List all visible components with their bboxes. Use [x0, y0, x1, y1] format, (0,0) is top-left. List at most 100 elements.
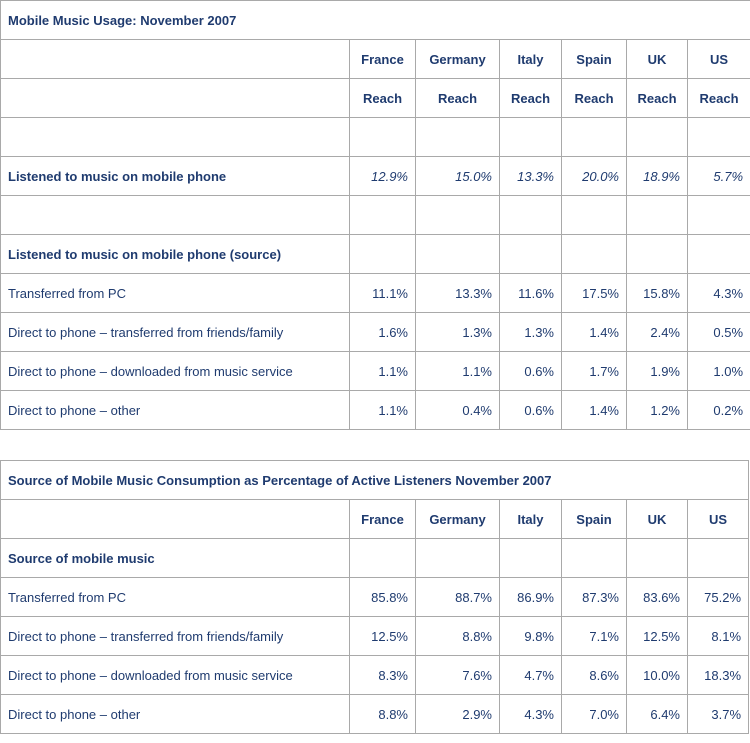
value-cell: 85.8%	[349, 577, 416, 617]
empty-cell	[561, 195, 627, 235]
value-cell: 15.0%	[415, 156, 500, 196]
value-cell: 1.1%	[415, 351, 500, 391]
empty-cell	[415, 234, 500, 274]
row-label: Direct to phone – other	[0, 694, 350, 734]
value-cell: 3.7%	[686, 694, 750, 734]
value-cell: 7.0%	[561, 694, 627, 734]
empty-cell	[349, 117, 416, 157]
value-cell: 7.1%	[561, 616, 627, 656]
empty-cell	[349, 234, 416, 274]
section-heading: Listened to music on mobile phone (sourc…	[0, 234, 350, 274]
country-header: France	[349, 39, 416, 79]
value-cell: 13.3%	[499, 156, 562, 196]
row-label: Direct to phone – transferred from frien…	[0, 616, 350, 656]
table-row: Direct to phone – transferred from frien…	[0, 616, 750, 656]
value-cell: 1.4%	[561, 312, 627, 352]
country-header: Germany	[415, 499, 500, 539]
value-cell: 7.6%	[415, 655, 500, 695]
empty-cell	[626, 234, 688, 274]
empty-cell	[626, 117, 688, 157]
value-cell: 2.9%	[415, 694, 500, 734]
value-cell: 1.2%	[626, 390, 688, 430]
row-label: Listened to music on mobile phone	[0, 156, 350, 196]
value-cell: 1.6%	[349, 312, 416, 352]
country-header: Italy	[499, 39, 562, 79]
table-row: Listened to music on mobile phone 12.9% …	[0, 156, 750, 196]
empty-cell	[0, 499, 350, 539]
value-cell: 11.1%	[349, 273, 416, 313]
value-cell: 6.4%	[626, 694, 688, 734]
empty-cell	[0, 78, 350, 118]
empty-cell	[686, 117, 750, 157]
value-cell: 17.5%	[561, 273, 627, 313]
reach-subheader: Reach	[415, 78, 500, 118]
value-cell: 83.6%	[626, 577, 688, 617]
empty-cell	[626, 195, 688, 235]
value-cell: 18.9%	[626, 156, 688, 196]
empty-cell	[349, 538, 416, 578]
table-row: Direct to phone – other 1.1% 0.4% 0.6% 1…	[0, 390, 750, 430]
value-cell: 4.7%	[499, 655, 562, 695]
value-cell: 1.9%	[626, 351, 688, 391]
reach-subheader: Reach	[499, 78, 562, 118]
value-cell: 9.8%	[499, 616, 562, 656]
value-cell: 8.3%	[349, 655, 416, 695]
value-cell: 2.4%	[626, 312, 688, 352]
row-label: Transferred from PC	[0, 577, 350, 617]
value-cell: 1.1%	[349, 351, 416, 391]
value-cell: 12.9%	[349, 156, 416, 196]
empty-cell	[686, 195, 750, 235]
empty-cell	[0, 117, 350, 157]
value-cell: 0.6%	[499, 351, 562, 391]
consumption-table-title: Source of Mobile Music Consumption as Pe…	[0, 460, 750, 500]
usage-table-title: Mobile Music Usage: November 2007	[0, 0, 750, 40]
empty-cell	[686, 234, 750, 274]
row-label: Direct to phone – other	[0, 390, 350, 430]
table-row: Direct to phone – transferred from frien…	[0, 312, 750, 352]
row-label: Direct to phone – downloaded from music …	[0, 655, 350, 695]
music-consumption-source-table: Source of Mobile Music Consumption as Pe…	[0, 460, 750, 734]
row-label: Direct to phone – downloaded from music …	[0, 351, 350, 391]
empty-cell	[561, 117, 627, 157]
row-label: Transferred from PC	[0, 273, 350, 313]
country-header: Spain	[561, 499, 627, 539]
value-cell: 12.5%	[349, 616, 416, 656]
country-header: UK	[626, 39, 688, 79]
country-header: Spain	[561, 39, 627, 79]
value-cell: 0.5%	[686, 312, 750, 352]
value-cell: 1.0%	[686, 351, 750, 391]
value-cell: 1.1%	[349, 390, 416, 430]
table-row: Transferred from PC 11.1% 13.3% 11.6% 17…	[0, 273, 750, 313]
value-cell: 13.3%	[415, 273, 500, 313]
empty-cell	[0, 195, 350, 235]
row-label: Direct to phone – transferred from frien…	[0, 312, 350, 352]
value-cell: 8.8%	[415, 616, 500, 656]
value-cell: 8.6%	[561, 655, 627, 695]
value-cell: 87.3%	[561, 577, 627, 617]
value-cell: 11.6%	[499, 273, 562, 313]
country-header: US	[686, 499, 750, 539]
empty-cell	[499, 234, 562, 274]
table-row: Direct to phone – other 8.8% 2.9% 4.3% 7…	[0, 694, 750, 734]
empty-cell	[415, 117, 500, 157]
country-header: US	[686, 39, 750, 79]
reach-subheader: Reach	[686, 78, 750, 118]
country-header: Italy	[499, 499, 562, 539]
country-header: UK	[626, 499, 688, 539]
country-header: France	[349, 499, 416, 539]
table-row: Transferred from PC 85.8% 88.7% 86.9% 87…	[0, 577, 750, 617]
empty-cell	[415, 538, 500, 578]
value-cell: 1.7%	[561, 351, 627, 391]
value-cell: 5.7%	[686, 156, 750, 196]
empty-cell	[561, 234, 627, 274]
reach-subheader: Reach	[561, 78, 627, 118]
value-cell: 8.8%	[349, 694, 416, 734]
reach-subheader: Reach	[626, 78, 688, 118]
value-cell: 8.1%	[686, 616, 750, 656]
value-cell: 88.7%	[415, 577, 500, 617]
empty-cell	[499, 117, 562, 157]
empty-cell	[0, 39, 350, 79]
value-cell: 86.9%	[499, 577, 562, 617]
reach-subheader: Reach	[349, 78, 416, 118]
empty-cell	[686, 538, 750, 578]
